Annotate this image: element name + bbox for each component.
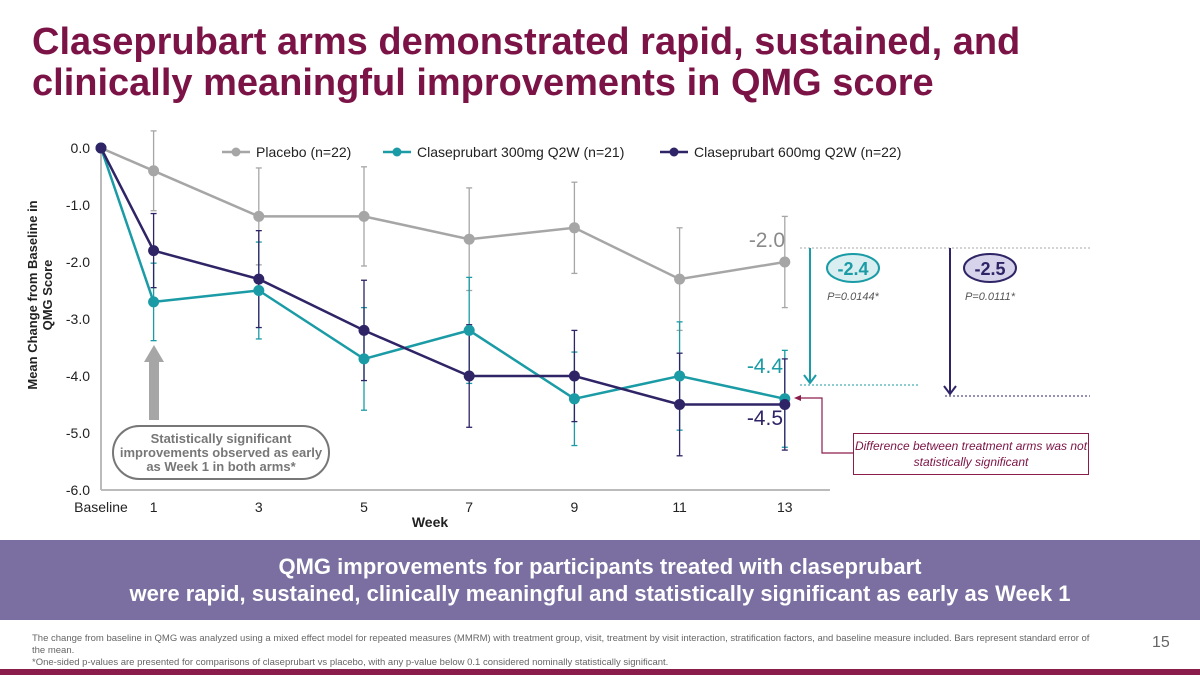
y-tick-labels: 0.0 -1.0 -2.0 -3.0 -4.0 -5.0 -6.0 [66,140,90,498]
arms-connector-arrow-icon [794,395,853,454]
600mg-difference-arrow-icon [943,248,957,396]
data-point [463,370,475,382]
x-axis-label: Week [412,514,449,530]
week1-callout: Statistically significant improvements o… [112,425,330,480]
y-tick-label: -6.0 [66,482,90,498]
page-title: Claseprubart arms demonstrated rapid, su… [32,21,1021,104]
legend-marker [231,147,241,157]
footnotes: The change from baseline in QMG was anal… [32,633,1092,669]
data-point [253,273,265,285]
legend-marker [669,147,679,157]
y-tick-label: -4.0 [66,368,90,384]
300mg-end-label: -4.4 [747,355,784,378]
footnote-2: *One-sided p-values are presented for co… [32,657,669,668]
data-point [95,142,107,154]
y-tick-label: -5.0 [66,425,90,441]
data-point [463,233,475,245]
y-tick-label: -3.0 [66,311,90,327]
x-tick-label: 5 [360,499,368,515]
banner-line-1: QMG improvements for participants treate… [278,554,922,579]
legend-item: Claseprubart 300mg Q2W (n=21) [383,144,624,160]
bottom-bar [0,669,1200,675]
legend-label: Claseprubart 600mg Q2W (n=22) [694,144,901,160]
y-tick-label: -2.0 [66,254,90,270]
data-point [568,222,580,234]
legend: Placebo (n=22) Claseprubart 300mg Q2W (n=… [222,144,901,160]
600mg-difference-badge [963,253,1017,283]
qmg-chart: 0.0-1.0-2.0-3.0-4.0-5.0-6.0 Baseline 1 3 5 7… [66,130,1090,530]
series-group [95,130,791,457]
legend-label: Placebo (n=22) [256,144,351,160]
legend-marker [392,147,402,157]
data-point [674,399,686,410]
data-point [568,370,580,382]
x-tick-label: 13 [777,499,793,515]
300mg-difference-badge [826,253,880,283]
x-tick-label: 7 [465,499,473,515]
series-line [99,147,785,406]
placebo-end-label: -2.0 [749,229,785,252]
legend-item: Claseprubart 600mg Q2W (n=22) [660,144,901,160]
x-tick-label: Baseline [74,499,128,515]
data-point [148,165,160,177]
week1-arrow-icon [144,345,164,420]
x-tick-label: 11 [672,499,687,515]
data-point [358,353,370,365]
series-line [100,146,786,281]
600mg-difference-value: -2.5 [974,259,1005,279]
data-point [148,296,160,308]
data-point [148,245,160,257]
300mg-difference-value: -2.4 [837,259,868,279]
data-point [674,370,686,382]
series-3 [150,212,788,457]
y-tick-label: -1.0 [66,197,90,213]
y-tick-label: 0.0 [71,140,91,156]
legend-item: Placebo (n=22) [222,144,351,160]
data-point [779,399,791,410]
x-tick-label: 9 [571,499,579,515]
data-point [253,285,265,296]
x-tick-label: 1 [150,499,158,515]
legend-label: Claseprubart 300mg Q2W (n=21) [417,144,624,160]
x-tick-label: 3 [255,499,263,515]
data-point [463,324,475,336]
data-point [568,393,580,405]
key-message-banner: QMG improvements for participants treate… [0,540,1200,620]
banner-line-2: were rapid, sustained, clinically meanin… [129,581,1071,606]
600mg-p-value: P=0.0111* [965,291,1016,303]
page-number: 15 [1152,634,1170,651]
300mg-p-value: P=0.0144* [827,291,879,303]
series-line-group-3 [95,142,791,410]
arms-difference-callout: Difference between treatment arms was no… [853,433,1089,475]
axes [100,148,830,491]
data-point [674,273,686,285]
data-point [358,210,370,222]
600mg-end-label: -4.5 [747,407,783,430]
data-point [358,324,370,336]
data-point [253,210,265,222]
data-point [779,256,791,268]
x-tick-labels: Baseline 1 3 5 7 9 11 13 [74,499,793,515]
footnote-1: The change from baseline in QMG was anal… [32,633,1090,656]
300mg-difference-arrow-icon [803,248,817,385]
series-line [99,147,786,401]
